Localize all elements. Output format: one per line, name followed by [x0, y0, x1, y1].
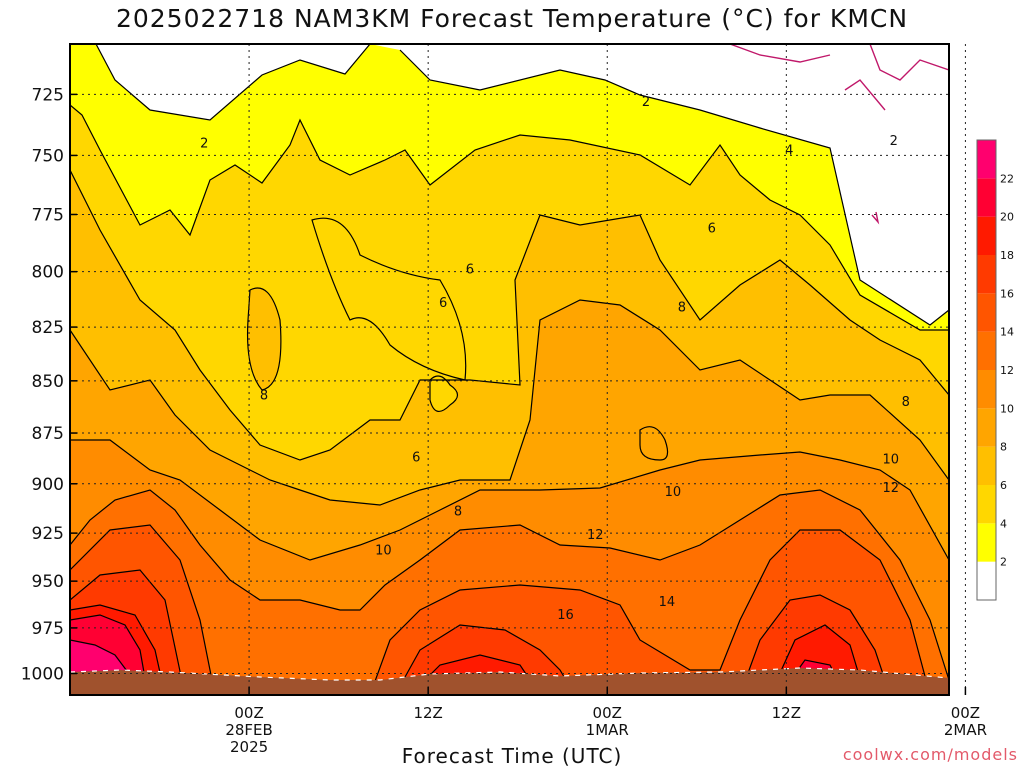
- contour-label: 16: [557, 608, 574, 623]
- colorbar-swatch: [977, 408, 996, 447]
- y-tick-label: 725: [32, 85, 64, 105]
- contour-label: 6: [439, 296, 447, 311]
- colorbar-swatch: [977, 370, 996, 409]
- contour-label: 6: [708, 221, 716, 236]
- colorbar-label: 2: [1000, 556, 1007, 569]
- contour-pocket-b: [429, 375, 459, 412]
- contour-label: 8: [678, 300, 686, 315]
- contour-label: 8: [260, 389, 268, 404]
- y-tick-label: 825: [32, 318, 64, 338]
- grid-lines: [70, 44, 966, 695]
- contour-label: 10: [665, 485, 682, 500]
- x-tick-label: 2025: [230, 738, 268, 756]
- x-tick-label: 12Z: [772, 704, 801, 722]
- x-tick-label: 12Z: [413, 704, 442, 722]
- y-axis-ticks: 725 750 775 800 825 850 875 900 925 950 975 1000: [21, 85, 77, 685]
- y-tick-label: 975: [32, 619, 64, 639]
- colorbar-swatch: [977, 523, 996, 562]
- contour-label: 10: [883, 453, 900, 468]
- y-tick-label: 850: [32, 372, 64, 392]
- colorbar-label: 20: [1000, 211, 1014, 224]
- colorbar-swatch: [977, 446, 996, 485]
- contour-labels: 2 2 2 4 6 6 6 6 8 8 8 8 10 10 10 12 12 14 16: [200, 95, 910, 623]
- band-14-16: [70, 525, 930, 695]
- colorbar-swatch: [977, 140, 996, 179]
- contour-2: [95, 44, 949, 326]
- pocket-8-10-a: [640, 426, 668, 460]
- contour-label: 12: [587, 528, 604, 543]
- colorbar-swatch: [977, 178, 996, 217]
- terrain-surface: [70, 668, 949, 695]
- colorbar-frame: [976, 139, 997, 601]
- colorbar: 2 4 6 8 10 12 14 16 18 20 22: [976, 139, 1014, 601]
- pocket-6-8-a: [247, 288, 281, 390]
- y-tick-label: 950: [32, 572, 64, 592]
- x-tick-label: 2MAR: [944, 721, 987, 739]
- colorbar-label: 16: [1000, 287, 1014, 300]
- colorbar-label: 8: [1000, 441, 1007, 454]
- contour-label: 2: [890, 134, 898, 149]
- colorbar-swatch: [977, 216, 996, 255]
- x-tick-label: 1MAR: [586, 721, 629, 739]
- y-tick-label: 875: [32, 424, 64, 444]
- colorbar-label: 12: [1000, 364, 1014, 377]
- contour-0: [729, 44, 949, 225]
- x-tick-label: 00Z: [234, 704, 263, 722]
- contour-label: 8: [902, 395, 910, 410]
- contour-label: 12: [883, 481, 900, 496]
- contour-pocket-c: [639, 426, 669, 461]
- colorbar-swatch: [977, 331, 996, 370]
- contour-6b: [311, 217, 467, 381]
- contour-label: 10: [375, 544, 392, 559]
- contour-12: [70, 489, 949, 681]
- contour-label: 6: [412, 451, 420, 466]
- contour-14: [70, 524, 931, 695]
- colorbar-swatch: [977, 293, 996, 332]
- pocket-4-6-a: [430, 376, 458, 412]
- x-tick-label: 00Z: [593, 704, 622, 722]
- contour-10: [70, 439, 949, 561]
- colorbar-label: 22: [1000, 172, 1014, 185]
- contour-16: [70, 569, 891, 695]
- contour-6: [70, 169, 949, 461]
- contour-label: 2: [642, 95, 650, 110]
- colorbar-swatch: [977, 561, 996, 600]
- x-tick-label: 00Z: [951, 704, 980, 722]
- contour-pocket-a: [246, 287, 282, 391]
- contour-4: [70, 104, 949, 331]
- watermark-credit: coolwx.com/models: [842, 745, 1018, 764]
- y-tick-label: 800: [32, 263, 64, 283]
- y-tick-label: 1000: [21, 665, 64, 685]
- x-axis-label: Forecast Time (UTC): [401, 744, 623, 768]
- contour-label: 8: [454, 505, 462, 520]
- band-16-18: [70, 570, 890, 695]
- contour-label: 2: [200, 136, 208, 151]
- colorbar-label: 6: [1000, 479, 1007, 492]
- y-tick-label: 900: [32, 475, 64, 495]
- colorbar-label: 18: [1000, 249, 1014, 262]
- contour-label: 14: [659, 595, 676, 610]
- y-tick-label: 925: [32, 524, 64, 544]
- chart-title: 2025022718 NAM3KM Forecast Temperature (…: [115, 4, 909, 33]
- contour-label: 6: [466, 262, 474, 277]
- colorbar-swatch: [977, 485, 996, 524]
- plot-frame: [69, 43, 950, 696]
- contour-8: [70, 299, 949, 506]
- y-tick-label: 775: [32, 205, 64, 225]
- contour-label: 4: [785, 144, 793, 159]
- x-tick-label: 28FEB: [225, 721, 272, 739]
- colorbar-label: 4: [1000, 517, 1007, 530]
- y-tick-label: 750: [32, 146, 64, 166]
- colorbar-swatch: [977, 255, 996, 294]
- colorbar-label: 10: [1000, 402, 1014, 415]
- colorbar-label: 14: [1000, 326, 1014, 339]
